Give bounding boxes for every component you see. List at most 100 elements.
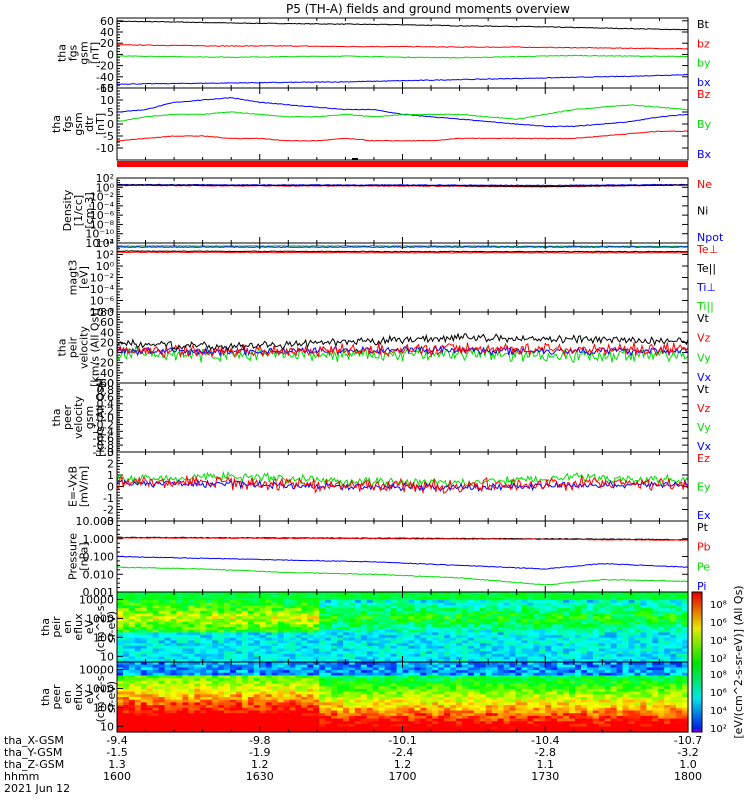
colorbar-frame <box>691 591 703 733</box>
colorbar-cell <box>692 603 702 607</box>
xaxis-value: 1.3 <box>108 758 126 771</box>
ytick-label: 1.000 <box>83 533 115 546</box>
colorbar-cell <box>692 704 702 707</box>
colorbar-cell <box>692 638 702 642</box>
ytick-label: 40 <box>100 326 114 339</box>
series-Te⊥ <box>116 251 689 254</box>
ylabel-line: [eV] <box>78 266 91 289</box>
colorbar-cell <box>692 662 702 665</box>
xaxis-value: -3.2 <box>677 746 698 759</box>
ytick-label: 100 <box>93 631 114 644</box>
series-bz <box>116 44 689 50</box>
ylabel-line: Density <box>61 189 74 231</box>
ylabel-line: [nT] <box>89 42 102 64</box>
ylabel-line: gsm <box>83 406 96 429</box>
colorbar-cell <box>692 708 702 712</box>
ylabel-line: en <box>61 690 74 704</box>
xaxis-value: 1600 <box>103 770 131 783</box>
colorbar-cell <box>692 725 702 728</box>
ytick-label: 60 <box>100 316 114 329</box>
xaxis-value: -2.4 <box>392 746 413 759</box>
ytick-label: 10 <box>100 94 114 107</box>
ytick-label: 100 <box>93 701 114 714</box>
ytick-label: 0.010 <box>83 568 115 581</box>
colorbar-cell <box>692 687 702 691</box>
colorbar-cell <box>692 683 702 686</box>
ytick-label: 3 <box>107 446 114 459</box>
ytick-label: -3 <box>103 515 114 528</box>
colorbar-cell <box>692 676 702 679</box>
legend-Ey: Ey <box>697 481 711 494</box>
ylabel: magt3[eV] <box>67 260 91 296</box>
ytick-label: 0 <box>107 481 114 494</box>
colorbar-cell <box>692 650 702 654</box>
ytick-label: -1.0 <box>93 446 114 459</box>
ytick-label: 80 <box>100 306 114 319</box>
series-By <box>116 104 689 123</box>
legend-bz: bz <box>697 37 710 50</box>
colorbar-cell <box>692 659 702 663</box>
ylabel-line: peir <box>50 616 63 638</box>
colorbar-cell <box>692 694 702 698</box>
colorbar-cell <box>692 643 702 647</box>
ytick-label: 0.001 <box>83 586 115 599</box>
ylabel-line: [mV/m] <box>78 466 91 507</box>
colorbar-cell <box>692 706 702 710</box>
ylabel-line: sr-eV) <box>105 681 118 713</box>
ytick-label: 15 <box>100 82 114 95</box>
series-Vz <box>116 342 689 359</box>
status-bar <box>117 161 688 167</box>
ytick-label: 0.4 <box>97 398 115 411</box>
legend-Vz: Vz <box>697 332 711 345</box>
ytick-label: 10⁰ <box>96 181 115 194</box>
colorbar-tick-label: 10⁴ <box>710 706 727 717</box>
panel-pressure: 10.0001.0000.1000.0100.001Pressure[nPa]P… <box>67 515 711 599</box>
panel-frame <box>116 382 689 453</box>
colorbar-tick-label: 10² <box>710 654 727 665</box>
ytick-label: 2 <box>107 458 114 471</box>
ytick-label: 10⁰ <box>96 260 115 273</box>
ylabel-line: peir <box>67 336 80 358</box>
colorbar-cell <box>692 671 702 675</box>
status-bar-marker <box>352 158 358 160</box>
ytick-label: 0.8 <box>97 384 115 397</box>
series-Ex <box>116 478 689 492</box>
xaxis-value: 1.1 <box>537 758 555 771</box>
colorbar-cell <box>692 645 702 649</box>
xaxis-value: 1630 <box>246 770 274 783</box>
series-Ni <box>116 184 689 188</box>
colorbar-cell <box>692 596 702 600</box>
panel-density: 10²10⁰10⁻²10⁻⁴10⁻⁶10⁻⁸10⁻¹⁰10⁻¹²Density[… <box>61 172 724 250</box>
legend-Vz: Vz <box>697 402 711 415</box>
ytick-label: 0.6 <box>97 391 115 404</box>
ytick-label: 40 <box>100 26 114 39</box>
legend-Te⊥: Te⊥ <box>696 243 718 256</box>
xaxis-value: -9.4 <box>106 734 127 747</box>
ylabel-line: tha <box>39 688 52 706</box>
colorbar-cell <box>692 652 702 656</box>
ylabel-line: fgs <box>67 44 80 61</box>
colorbar-tick-label: 10⁸ <box>710 670 727 681</box>
colorbar-cell <box>692 592 702 595</box>
xaxis-row-label: tha_Y-GSM <box>4 746 62 759</box>
xaxis-value: -2.8 <box>535 746 556 759</box>
xaxis-value: 1.0 <box>679 758 697 771</box>
colorbar-cell <box>692 601 702 605</box>
colorbar-cell <box>692 636 702 640</box>
legend-bx: bx <box>697 76 711 89</box>
colorbar-cell <box>692 620 702 623</box>
legend-Npot: Npot <box>697 231 724 244</box>
ytick-label: 1000 <box>86 612 114 625</box>
ytick-label: -20 <box>96 357 114 370</box>
legend-Bt: Bt <box>697 18 710 31</box>
ylabel-line: tha <box>50 408 63 426</box>
ytick-label: -2 <box>103 504 114 517</box>
ytick-label: -40 <box>96 71 114 84</box>
colorbar-cell <box>692 669 702 672</box>
